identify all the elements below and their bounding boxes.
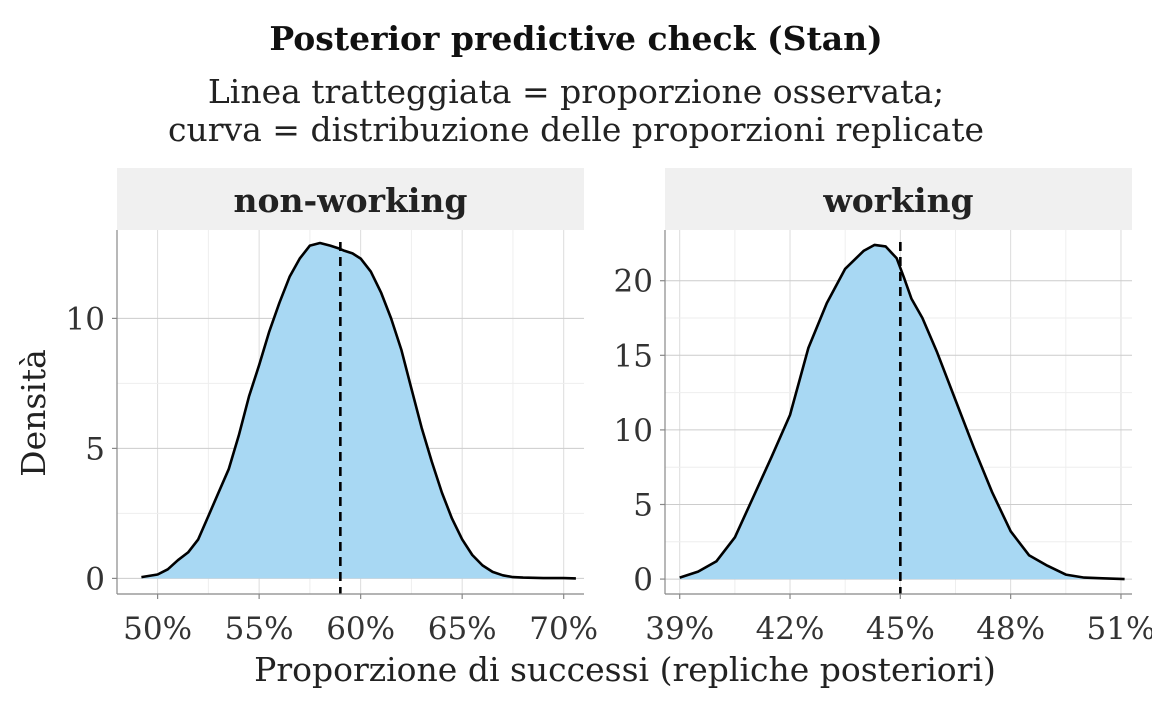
panel-1-x-tick-label: 50%: [123, 611, 192, 647]
chart-subtitle-line-2: curva = distribuzione delle proporzioni …: [168, 110, 984, 149]
panel-2-x-tick-label: 39%: [645, 611, 714, 647]
panel-1-strip: [117, 168, 584, 230]
panel-1-x-tick-label: 70%: [529, 611, 598, 647]
panel-1-x-tick-label: 65%: [428, 611, 497, 647]
chart-subtitle-line-1: Linea tratteggiata = proporzione osserva…: [208, 72, 944, 111]
panel-2-x-tick-label: 51%: [1087, 611, 1152, 647]
panel-1: non-working 50% 55% 60% 65% 70% 0 5 10: [66, 168, 598, 647]
panel-2-y-tick-label: 5: [633, 487, 653, 523]
panel-1-density-curve: [141, 241, 576, 580]
panel-2-x-tick-label: 48%: [976, 611, 1045, 647]
panel-1-y-tick-label: 10: [66, 301, 105, 337]
panel-2-strip-label: working: [822, 181, 973, 220]
panel-2-y-tick-label: 0: [633, 562, 653, 598]
facet-panels: non-working 50% 55% 60% 65% 70% 0 5 10 working 39%…: [66, 168, 1152, 647]
panel-1-x-tick-label: 60%: [326, 611, 395, 647]
chart-title: Posterior predictive check (Stan): [269, 19, 882, 58]
panel-1-x-tick-label: 55%: [225, 611, 294, 647]
x-axis-label: Proporzione di successi (repliche poster…: [254, 650, 996, 689]
panel-1-y-tick-label: 0: [85, 561, 105, 597]
panel-2-x-tick-label: 45%: [866, 611, 935, 647]
panel-2-density-area: [679, 244, 1125, 580]
panel-2-density-curve: [679, 243, 1125, 581]
panel-1-strip-label: non-working: [234, 181, 468, 220]
panel-2-x-tick-label: 42%: [756, 611, 825, 647]
panel-2-strip: [665, 168, 1132, 230]
panel-2-y-tick-label: 15: [614, 338, 653, 374]
panel-2-y-tick-label: 10: [614, 413, 653, 449]
panel-1-density-area: [141, 243, 576, 579]
y-axis-label: Densità: [14, 349, 53, 477]
panel-1-y-tick-label: 5: [85, 431, 105, 467]
panel-2: working 39% 42% 45% 48% 51% 0 5 10 15 20: [614, 168, 1152, 647]
panel-2-y-tick-label: 20: [614, 264, 653, 300]
